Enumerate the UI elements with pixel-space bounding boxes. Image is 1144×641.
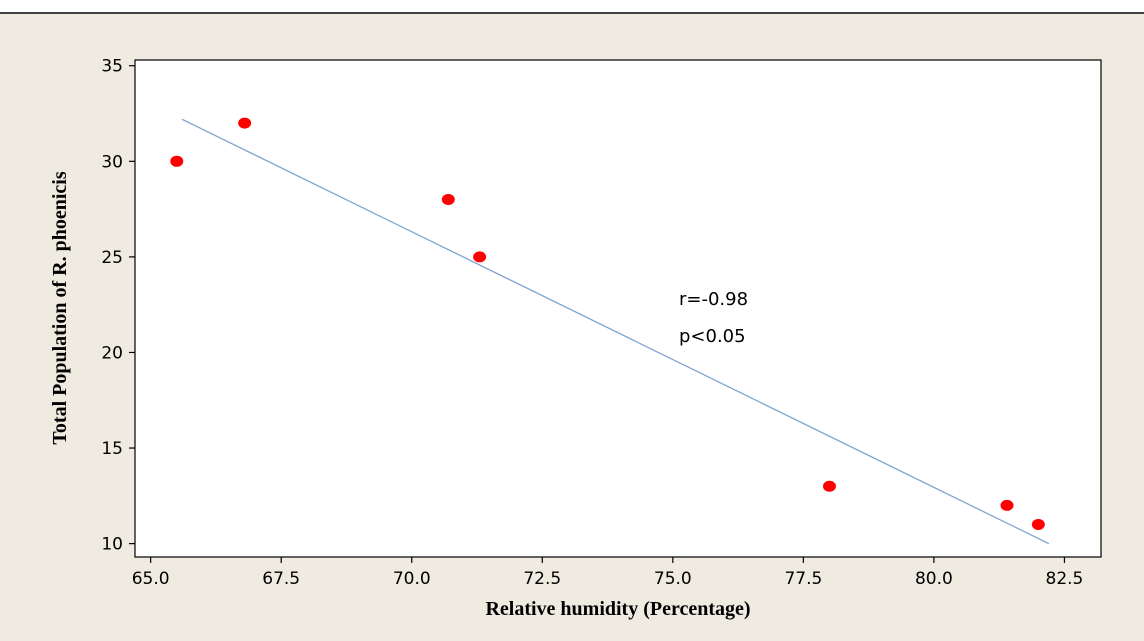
- y-axis-title: Total Population of R. phoenicis: [49, 171, 71, 444]
- data-point: [441, 194, 455, 206]
- y-axis: 10 15 20 25 30 35: [101, 57, 135, 555]
- data-point: [238, 117, 252, 129]
- annotation-r: r=-0.98: [679, 289, 748, 310]
- x-tick-label: 65.0: [132, 569, 170, 589]
- x-tick-label: 80.0: [915, 569, 953, 589]
- y-tick-label: 10: [101, 535, 123, 555]
- x-tick-label: 77.5: [784, 569, 822, 589]
- y-tick-label: 20: [101, 343, 123, 363]
- x-tick-label: 75.0: [654, 569, 692, 589]
- x-axis: 65.0 67.5 70.0 72.5 75.0 77.5 80.0 82.5: [132, 557, 1084, 589]
- y-tick-label: 35: [101, 57, 123, 77]
- data-point: [473, 251, 487, 263]
- y-tick-label: 15: [101, 439, 123, 459]
- data-point: [822, 480, 836, 492]
- trend-line: [181, 118, 1050, 545]
- x-tick-label: 70.0: [393, 569, 431, 589]
- data-points: [170, 117, 1045, 531]
- x-tick-label: 82.5: [1046, 569, 1084, 589]
- annotation-p: p<0.05: [679, 326, 746, 347]
- data-point: [1031, 519, 1045, 531]
- x-tick-label: 67.5: [262, 569, 300, 589]
- data-point: [1000, 499, 1014, 511]
- y-tick-label: 25: [101, 248, 123, 268]
- x-tick-label: 72.5: [523, 569, 561, 589]
- data-point: [170, 155, 184, 167]
- x-axis-title: Relative humidity (Percentage): [485, 598, 750, 620]
- plot-area: [134, 59, 1102, 558]
- y-tick-label: 30: [101, 152, 123, 172]
